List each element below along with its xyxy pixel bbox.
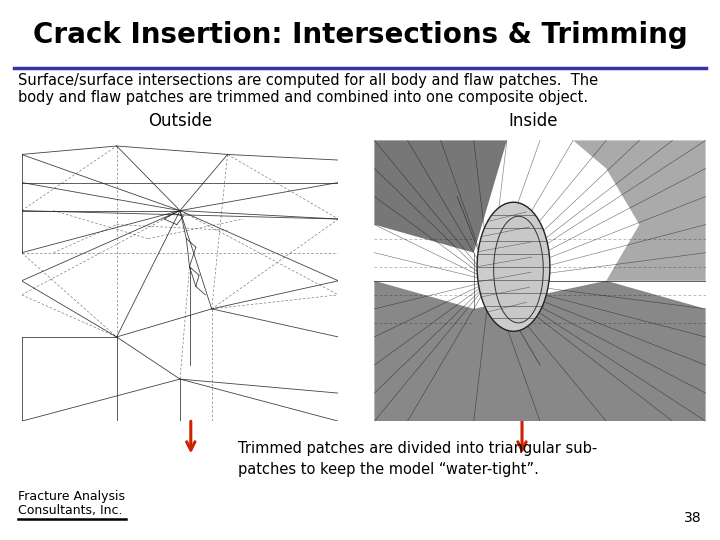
Text: Trimmed patches are divided into triangular sub-
patches to keep the model “wate: Trimmed patches are divided into triangu… [238, 441, 597, 477]
Polygon shape [477, 202, 550, 332]
Polygon shape [494, 216, 544, 323]
Text: Surface/surface intersections are computed for all body and flaw patches.  The
b: Surface/surface intersections are comput… [18, 73, 598, 105]
Text: Crack Insertion: Intersections & Trimming: Crack Insertion: Intersections & Trimmin… [32, 21, 688, 49]
Text: Outside: Outside [148, 112, 212, 131]
Text: 38: 38 [685, 511, 702, 525]
Text: Consultants, Inc.: Consultants, Inc. [18, 504, 122, 517]
Polygon shape [573, 140, 706, 281]
Polygon shape [374, 281, 706, 421]
Text: Inside: Inside [508, 112, 557, 131]
Polygon shape [374, 140, 507, 253]
Text: Fracture Analysis: Fracture Analysis [18, 490, 125, 503]
